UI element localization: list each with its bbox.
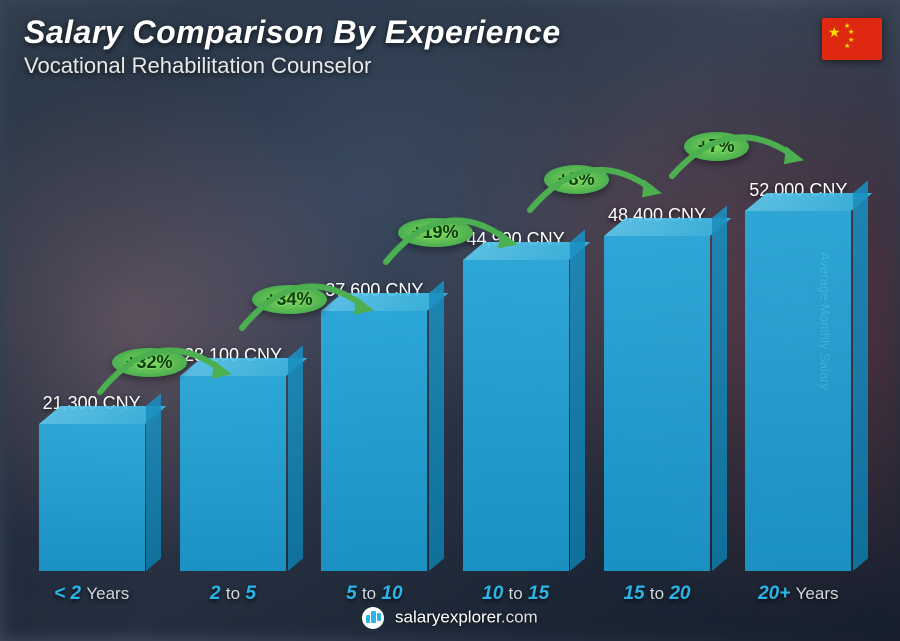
growth-badge: +7% <box>684 132 749 161</box>
footer-brand: salaryexplorer <box>395 607 501 626</box>
header: Salary Comparison By Experience Vocation… <box>24 14 561 79</box>
bar-slot: 21,300 CNY< 2 Years <box>30 393 153 571</box>
logo-icon <box>362 607 384 629</box>
bar-slot: 52,000 CNY20+ Years <box>737 180 860 571</box>
bar-slot: 48,400 CNY15 to 20 <box>595 205 718 571</box>
category-label: 10 to 15 <box>482 583 549 605</box>
bar <box>30 424 153 571</box>
bar-front-face <box>39 424 145 571</box>
page-subtitle: Vocational Rehabilitation Counselor <box>24 53 561 79</box>
bar-chart: 21,300 CNY< 2 Years28,100 CNY2 to 537,60… <box>30 100 860 571</box>
bar-front-face <box>604 236 710 571</box>
star-icon: ★ <box>844 42 850 50</box>
bar-front-face <box>463 260 569 571</box>
bar-front-face <box>321 311 427 571</box>
category-label: 2 to 5 <box>210 583 256 605</box>
category-label: 5 to 10 <box>346 583 402 605</box>
growth-badge: +19% <box>398 218 473 247</box>
growth-badge: +34% <box>252 285 327 314</box>
bar-slot: 28,100 CNY2 to 5 <box>171 345 294 571</box>
country-flag-china: ★ ★ ★ ★ ★ <box>822 18 882 60</box>
growth-badge: +32% <box>112 348 187 377</box>
bar-side-face <box>712 205 727 571</box>
growth-badge: +8% <box>544 165 609 194</box>
bar-side-face <box>429 280 444 571</box>
page-title: Salary Comparison By Experience <box>24 14 561 51</box>
bar <box>454 260 577 571</box>
bar-front-face <box>180 376 286 571</box>
bar-side-face <box>853 180 868 571</box>
bar <box>737 211 860 571</box>
category-label: 20+ Years <box>758 583 838 605</box>
bar-side-face <box>288 345 303 571</box>
star-icon: ★ <box>828 24 841 41</box>
bar <box>171 376 294 571</box>
bar-front-face <box>745 211 851 571</box>
bar-slot: 44,900 CNY10 to 15 <box>454 229 577 571</box>
footer: salaryexplorer.com <box>0 607 900 629</box>
category-label: 15 to 20 <box>623 583 690 605</box>
bar-side-face <box>570 229 585 571</box>
star-icon: ★ <box>848 28 854 36</box>
bar <box>595 236 718 571</box>
bar <box>313 311 436 571</box>
category-label: < 2 Years <box>54 583 129 605</box>
content-layer: Salary Comparison By Experience Vocation… <box>0 0 900 641</box>
bar-side-face <box>146 393 161 571</box>
footer-tld: .com <box>501 607 538 626</box>
bar-slot: 37,600 CNY5 to 10 <box>313 280 436 571</box>
